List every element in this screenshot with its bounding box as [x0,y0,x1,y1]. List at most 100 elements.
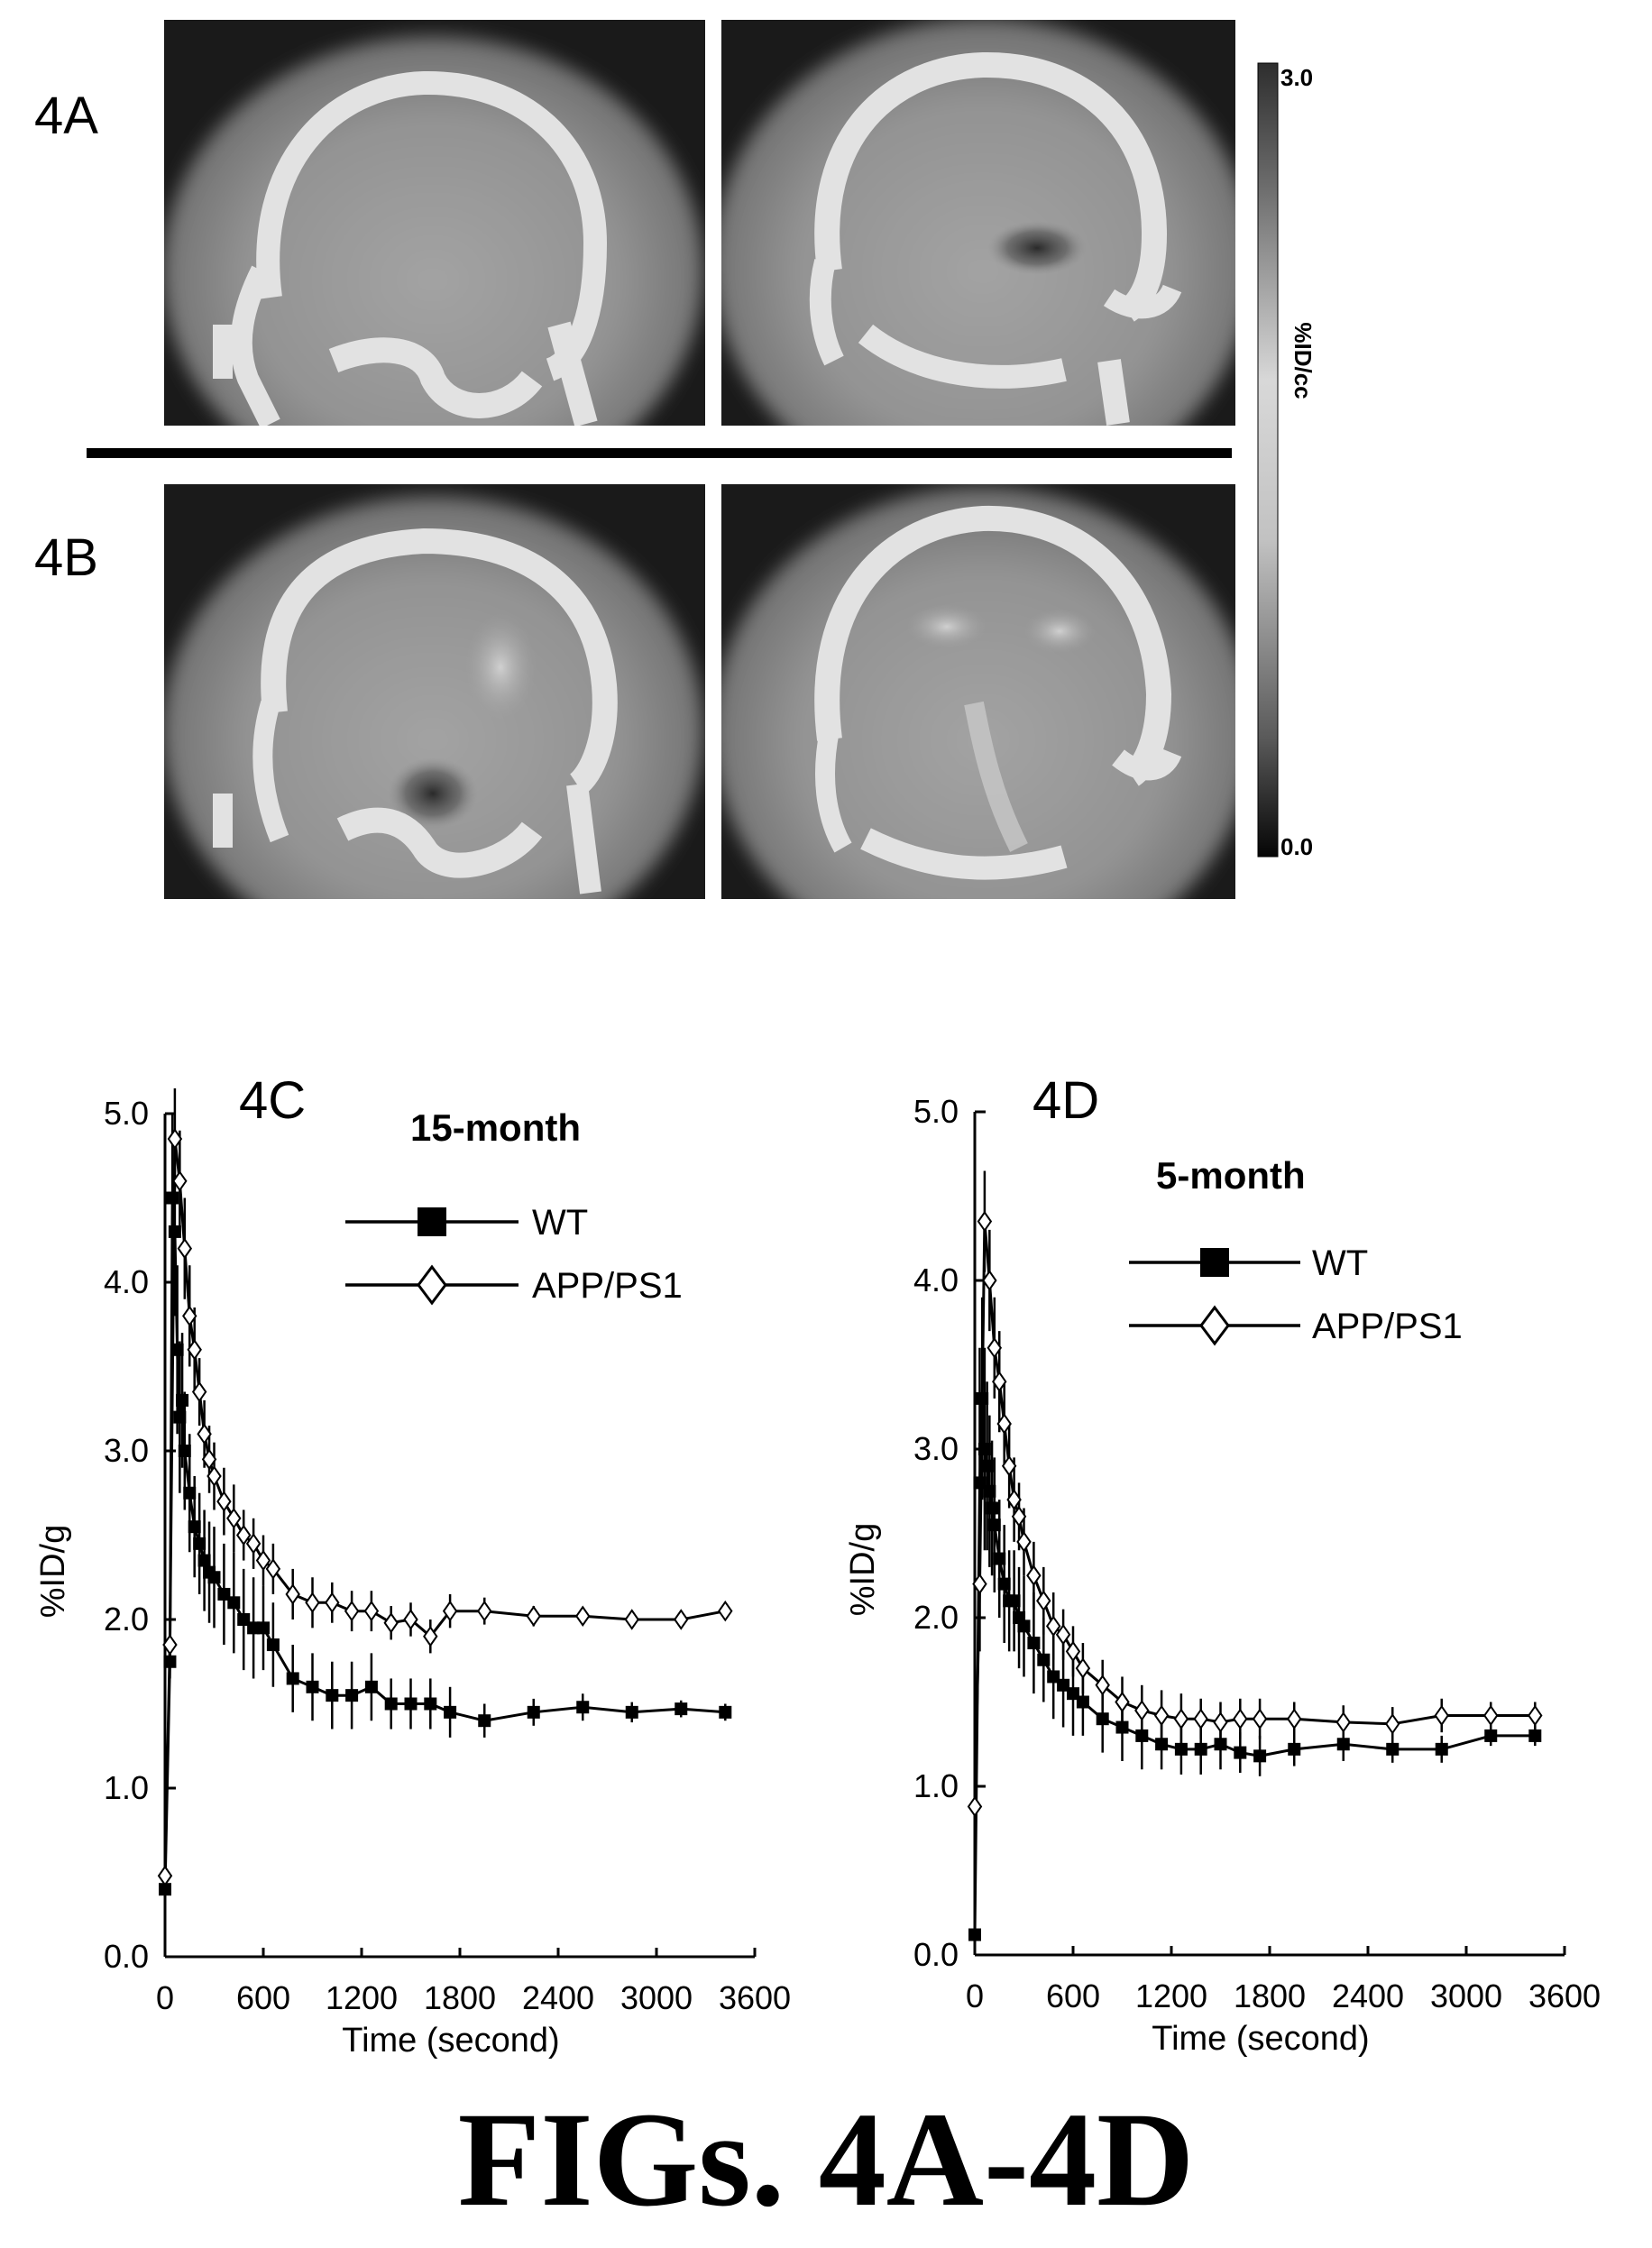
data-point [1233,1708,1248,1730]
legend-entry-app-ps1: APP/PS1 [345,1264,683,1306]
data-point [1047,1670,1060,1684]
legend-label: WT [532,1203,588,1243]
x-tick-label: 1800 [424,1979,496,2016]
legend-label: APP/PS1 [532,1266,683,1306]
data-point [197,1554,211,1567]
data-point [1385,1713,1400,1735]
data-point [344,1600,360,1622]
data-point [1193,1708,1208,1730]
x-tick-label: 0 [966,1977,984,2014]
colorbar-max-label: 3.0 [1280,64,1313,91]
colorbar-unit-label: %ID/cc [1289,322,1317,399]
data-point [265,1558,281,1580]
x-tick-label: 1200 [1135,1977,1207,2014]
data-point [996,1413,1012,1435]
legend-entry-wt: WT [1129,1243,1368,1283]
panel-divider [87,448,1232,458]
data-point [527,1705,540,1719]
data-point [993,1552,1006,1565]
data-point [1194,1742,1207,1756]
data-point [206,1465,222,1487]
y-tick-label: 1.0 [913,1767,959,1804]
legend-entry-wt: WT [345,1203,588,1243]
data-point [1528,1704,1543,1727]
legend-entry-app-ps1: APP/PS1 [1129,1305,1463,1346]
data-point [1075,1657,1091,1679]
data-point [1484,1729,1498,1742]
data-point [576,1701,590,1714]
y-tick-label: 4.0 [104,1263,149,1300]
data-point [172,1170,188,1192]
data-point [235,1524,252,1546]
panel-label-4b: 4B [34,528,98,587]
data-point [183,1486,197,1500]
data-point [1336,1738,1350,1751]
data-point [305,1592,320,1614]
data-point [159,1883,171,1896]
x-tick-label: 2400 [1332,1977,1404,2014]
data-point [1065,1640,1081,1663]
y-tick-label: 5.0 [104,1095,149,1132]
data-point [187,1339,202,1361]
data-point [624,1609,639,1630]
data-point [968,1928,981,1941]
data-point [977,1210,993,1233]
data-point [176,1393,189,1407]
data-point [719,1705,732,1719]
series-line [973,1398,1536,1935]
chart-4d: 0.0 1.0 2.0 3.0 4.0 5.0 0 600 1200 1800 2400 3000 36… [844,1071,1601,2058]
data-point [383,1611,399,1634]
data-point [424,1697,437,1711]
data-point [197,1423,212,1445]
pet-image-4b-right [721,484,1235,899]
figure-caption: FIGs. 4A-4D [458,2085,1195,2234]
data-point [245,1533,262,1555]
data-point [364,1680,378,1693]
data-point [625,1705,638,1719]
data-point [674,1609,689,1630]
legend-label: WT [1312,1243,1368,1283]
data-point [1155,1738,1169,1751]
data-point [345,1689,359,1702]
data-point [477,1600,492,1622]
data-point [442,1600,458,1622]
x-tick-label: 600 [1046,1977,1100,2014]
data-point [1027,1637,1041,1650]
data-point [326,1689,339,1702]
data-point [1173,1708,1189,1730]
data-point [1528,1729,1542,1742]
data-point [237,1613,251,1626]
data-point [255,1549,271,1572]
legend-marker [1200,1248,1229,1277]
data-point [1001,1454,1017,1477]
data-point [166,1191,179,1205]
data-point [325,1592,340,1614]
data-point [1016,1531,1032,1553]
colorbar: 3.0 0.0 %ID/cc [1257,62,1317,860]
data-point [1096,1712,1109,1726]
data-point [987,1337,1003,1359]
data-point [997,1577,1011,1591]
colorbar-min-label: 0.0 [1280,833,1313,860]
data-point [980,1459,994,1473]
data-point [1252,1708,1268,1730]
data-point [193,1537,206,1550]
data-point [1037,1653,1051,1666]
data-point [982,1270,997,1291]
data-point [157,1865,173,1886]
chart-panel-label: 4D [1032,1071,1099,1130]
y-tick-label: 3.0 [913,1430,959,1467]
y-axis-label: %ID/g [844,1523,882,1616]
data-point [216,1491,232,1512]
y-tick-label: 0.0 [913,1936,959,1973]
legend-marker [418,1207,446,1236]
data-point [1483,1704,1499,1727]
y-tick-label: 4.0 [913,1262,959,1298]
pet-image-4b-left [164,484,705,899]
data-point [1214,1738,1227,1751]
x-axis-label: Time (second) [342,2022,559,2060]
data-point [1007,1594,1021,1608]
data-point [1036,1590,1051,1612]
data-point [167,1128,183,1150]
data-point [983,1484,996,1498]
